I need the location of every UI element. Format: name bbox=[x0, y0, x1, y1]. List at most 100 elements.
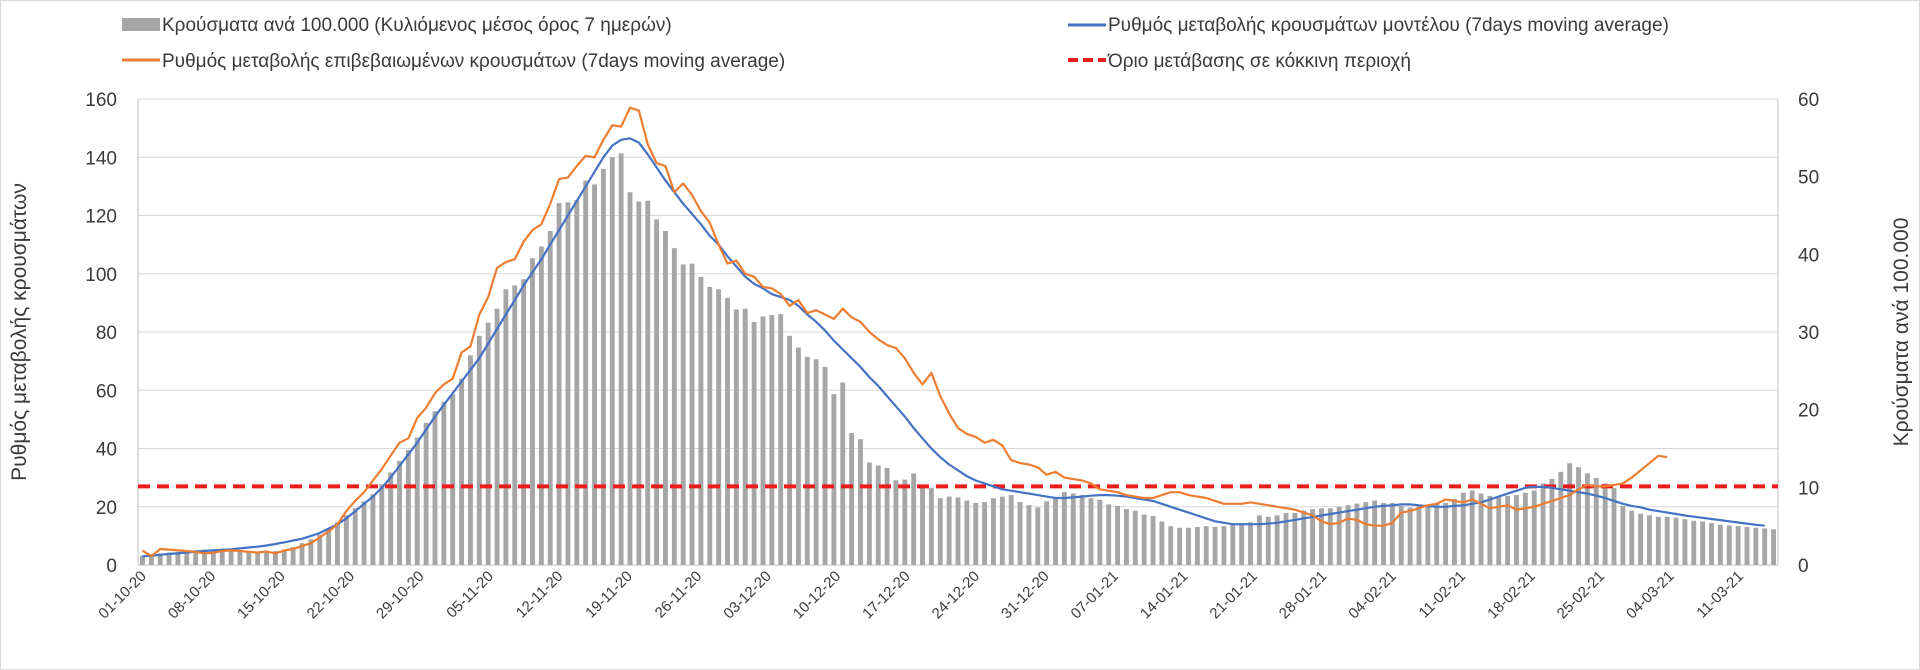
bar-81 bbox=[858, 439, 863, 565]
bar-25 bbox=[361, 501, 367, 565]
y-tick-left-80: 80 bbox=[96, 323, 117, 344]
bar-114 bbox=[1150, 516, 1156, 565]
bar-41 bbox=[503, 289, 509, 565]
legend-item-bars[interactable]: Κρούσματα ανά 100.000 (Κυλιόμενος μέσος … bbox=[122, 15, 672, 36]
bar-167 bbox=[1620, 505, 1626, 565]
bar-73 bbox=[787, 335, 793, 565]
bar-132 bbox=[1310, 509, 1316, 565]
bar-111 bbox=[1123, 509, 1129, 565]
bar-182 bbox=[1753, 527, 1759, 565]
bar-115 bbox=[1159, 521, 1165, 565]
legend-item-threshold[interactable]: Όριο μετάβασης σε κόκκινη περιοχή bbox=[1068, 51, 1411, 72]
bar-23 bbox=[343, 515, 349, 565]
bar-45 bbox=[538, 246, 544, 565]
bar-110 bbox=[1115, 505, 1121, 565]
bar-70 bbox=[760, 316, 766, 565]
legend-item-model[interactable]: Ρυθμός μεταβολής κρουσμάτων μοντέλου (7d… bbox=[1068, 15, 1669, 36]
bar-149 bbox=[1460, 492, 1466, 565]
bar-176 bbox=[1700, 521, 1706, 565]
bar-58 bbox=[654, 219, 660, 565]
bar-165 bbox=[1602, 483, 1608, 565]
bar-117 bbox=[1177, 527, 1183, 565]
bar-40 bbox=[494, 308, 500, 565]
bar-37 bbox=[467, 355, 473, 565]
bar-87 bbox=[911, 473, 917, 565]
bar-159 bbox=[1549, 478, 1555, 565]
bar-100 bbox=[1026, 505, 1032, 565]
bar-80 bbox=[849, 432, 855, 565]
bar-55 bbox=[627, 192, 633, 565]
bar-123 bbox=[1230, 524, 1236, 565]
bar-181 bbox=[1744, 526, 1750, 565]
bar-56 bbox=[636, 201, 642, 565]
bar-90 bbox=[937, 498, 943, 565]
bar-0 bbox=[139, 555, 145, 565]
bar-64 bbox=[707, 286, 713, 565]
bars bbox=[139, 153, 1777, 566]
bar-82 bbox=[866, 462, 872, 565]
y-tick-right-40: 40 bbox=[1798, 245, 1819, 266]
bar-113 bbox=[1141, 514, 1147, 565]
bar-79 bbox=[840, 382, 846, 565]
bar-139 bbox=[1372, 500, 1378, 565]
bar-155 bbox=[1514, 495, 1519, 565]
bar-50 bbox=[583, 180, 589, 566]
bar-15 bbox=[272, 551, 278, 565]
bar-72 bbox=[778, 314, 784, 565]
bar-78 bbox=[831, 394, 837, 565]
bar-152 bbox=[1487, 495, 1493, 565]
bar-24 bbox=[352, 508, 358, 565]
bar-173 bbox=[1673, 517, 1679, 565]
bar-86 bbox=[902, 479, 908, 565]
bar-88 bbox=[920, 487, 925, 565]
y-tick-left-120: 120 bbox=[85, 207, 117, 228]
legend-item-confirmed[interactable]: Ρυθμός μεταβολής επιβεβαιωμένων κρουσμάτ… bbox=[122, 51, 785, 72]
bar-141 bbox=[1389, 502, 1395, 565]
bar-179 bbox=[1726, 525, 1732, 565]
bar-44 bbox=[530, 258, 535, 565]
bar-48 bbox=[565, 202, 571, 566]
series-line-confirmed bbox=[141, 106, 1668, 558]
bar-1 bbox=[148, 554, 154, 565]
bar-140 bbox=[1381, 502, 1386, 565]
bar-99 bbox=[1017, 502, 1023, 565]
bar-103 bbox=[1053, 498, 1058, 565]
bar-89 bbox=[928, 488, 934, 565]
bar-135 bbox=[1336, 506, 1342, 565]
bar-107 bbox=[1088, 498, 1094, 565]
bar-157 bbox=[1531, 490, 1537, 565]
bar-14 bbox=[264, 551, 269, 565]
bar-174 bbox=[1682, 519, 1688, 565]
bar-66 bbox=[725, 297, 730, 565]
bar-170 bbox=[1647, 515, 1652, 565]
bar-36 bbox=[459, 378, 465, 565]
bar-126 bbox=[1256, 515, 1262, 565]
bar-163 bbox=[1584, 473, 1590, 565]
bar-85 bbox=[893, 480, 899, 565]
bar-59 bbox=[663, 231, 668, 565]
bar-19 bbox=[308, 539, 314, 565]
bar-124 bbox=[1239, 523, 1245, 565]
y-tick-right-10: 10 bbox=[1798, 478, 1819, 499]
bar-75 bbox=[804, 356, 810, 565]
bar-168 bbox=[1629, 510, 1635, 565]
bar-125 bbox=[1248, 522, 1253, 565]
bar-95 bbox=[982, 502, 988, 565]
bar-60 bbox=[671, 248, 677, 565]
bar-166 bbox=[1611, 488, 1617, 565]
bar-28 bbox=[388, 472, 394, 565]
bar-13 bbox=[255, 552, 261, 565]
bar-148 bbox=[1451, 498, 1457, 565]
y-tick-right-0: 0 bbox=[1798, 556, 1809, 577]
bar-130 bbox=[1292, 512, 1298, 565]
bar-35 bbox=[450, 394, 456, 565]
bar-127 bbox=[1265, 516, 1271, 565]
bar-131 bbox=[1301, 510, 1307, 565]
bar-121 bbox=[1212, 526, 1218, 565]
bar-101 bbox=[1035, 507, 1041, 565]
bar-52 bbox=[600, 168, 606, 565]
bar-109 bbox=[1106, 504, 1112, 565]
bar-12 bbox=[246, 551, 252, 565]
bar-27 bbox=[379, 484, 385, 565]
bar-128 bbox=[1274, 515, 1280, 565]
